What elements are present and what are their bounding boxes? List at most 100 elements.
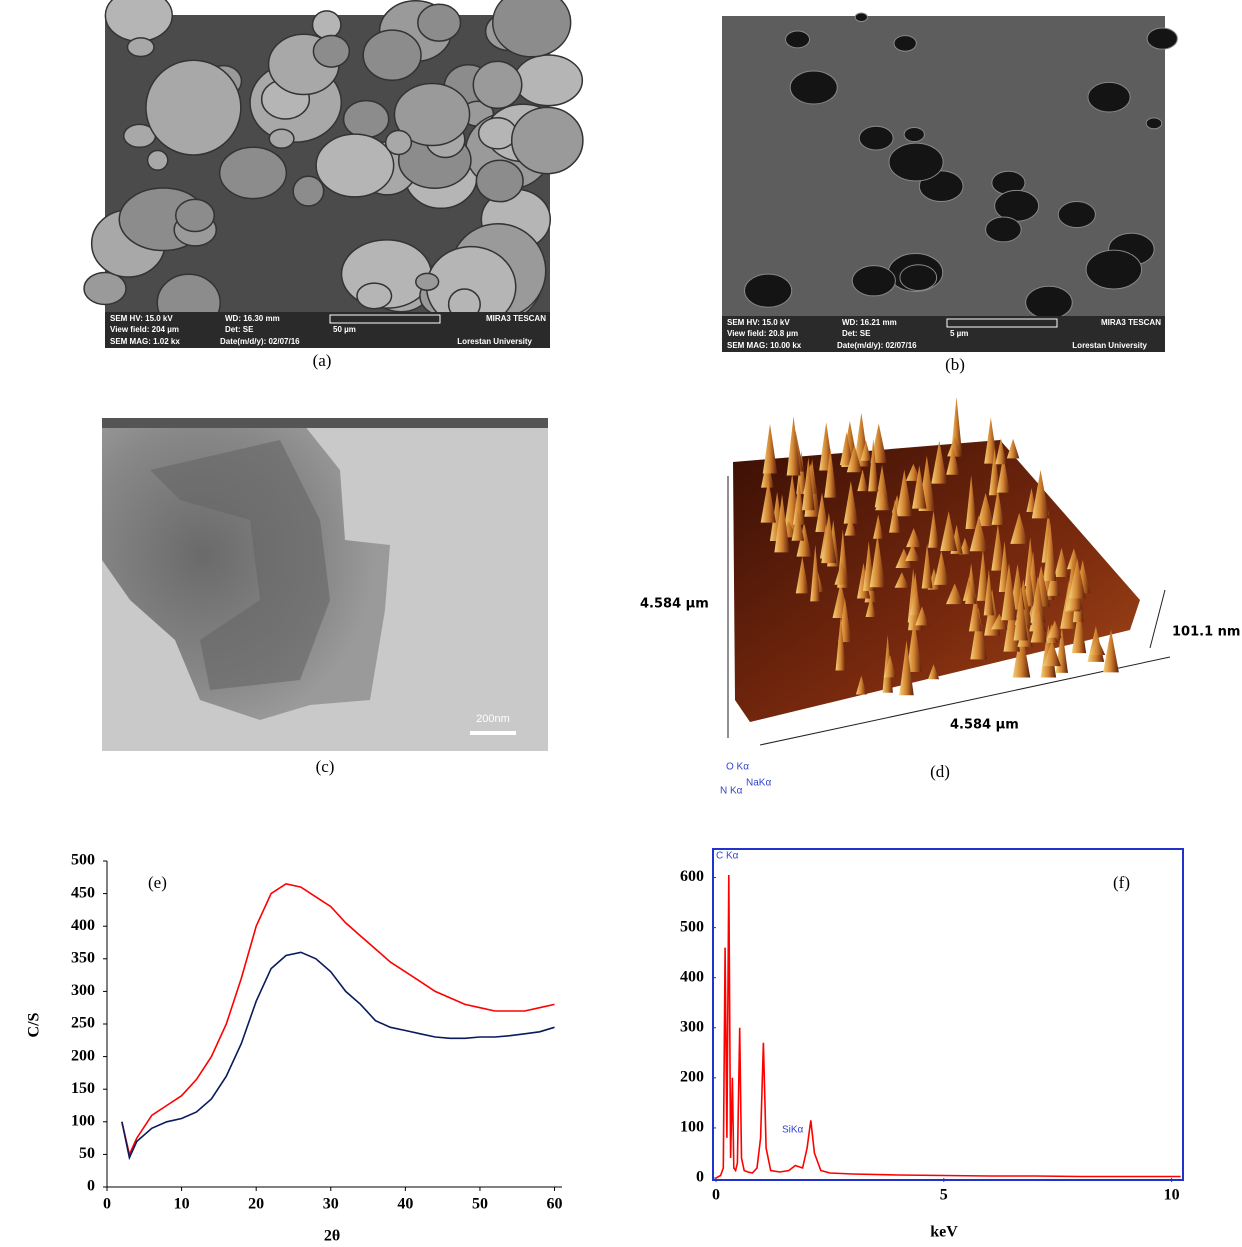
pore bbox=[1145, 117, 1163, 130]
y-tick-label: 200 bbox=[680, 1069, 704, 1086]
afm-peak bbox=[915, 606, 929, 626]
afm-peak bbox=[991, 489, 1004, 525]
afm-z-size: 101.1 nm bbox=[1172, 625, 1240, 640]
afm-peak bbox=[868, 438, 879, 492]
caption: (b) bbox=[945, 355, 965, 374]
y-tick-label: 0 bbox=[87, 1178, 95, 1195]
particle bbox=[174, 198, 215, 233]
annotation: (e) bbox=[148, 873, 167, 892]
y-tick-label: 100 bbox=[680, 1119, 704, 1136]
particle bbox=[477, 117, 518, 150]
pore bbox=[785, 30, 811, 49]
afm-peak bbox=[1089, 637, 1106, 656]
pore bbox=[888, 142, 944, 182]
particle bbox=[146, 149, 169, 171]
afm-peak bbox=[865, 596, 877, 618]
sem-info: Lorestan University bbox=[457, 337, 532, 346]
afm-peak bbox=[843, 481, 859, 524]
afm-peak bbox=[874, 465, 890, 508]
sem-info: View field: 204 µm bbox=[110, 325, 179, 334]
y-tick-label: 500 bbox=[71, 852, 95, 869]
peak-label: SiKα bbox=[782, 1125, 804, 1136]
y-tick-label: 350 bbox=[71, 949, 95, 966]
peak-label: O Kα bbox=[726, 762, 749, 773]
afm-peak bbox=[921, 543, 933, 589]
sem-info: SEM HV: 15.0 kV bbox=[110, 314, 173, 323]
x-axis-label: 2θ bbox=[324, 1228, 340, 1245]
afm-peak bbox=[1030, 576, 1046, 623]
pore bbox=[744, 273, 793, 308]
pore bbox=[1087, 81, 1131, 113]
afm-peak bbox=[968, 593, 982, 632]
sem-info: 5 µm bbox=[950, 329, 968, 338]
sem-info: MIRA3 TESCAN bbox=[1101, 318, 1161, 327]
particle bbox=[356, 282, 393, 310]
pore bbox=[1085, 249, 1143, 290]
afm-peak bbox=[912, 465, 927, 509]
afm-peak bbox=[834, 561, 849, 585]
afm-peak bbox=[875, 492, 891, 511]
afm-peak bbox=[959, 537, 971, 555]
afm-peak bbox=[995, 438, 1007, 465]
y-tick-label: 150 bbox=[71, 1080, 95, 1097]
afm-x-size: 4.584 µm bbox=[950, 718, 1019, 733]
afm-peak bbox=[802, 457, 815, 511]
particle bbox=[292, 175, 325, 207]
x-axis-label: keV bbox=[930, 1224, 958, 1241]
afm-peak bbox=[969, 515, 988, 552]
sem-info: SEM MAG: 10.00 kx bbox=[727, 341, 802, 350]
afm-peak bbox=[846, 444, 863, 473]
afm-peak bbox=[824, 448, 837, 498]
particle bbox=[384, 129, 413, 156]
afm-peak bbox=[1012, 627, 1031, 678]
afm-peak bbox=[965, 582, 976, 604]
scale-ruler bbox=[946, 318, 1058, 328]
caption: (a) bbox=[313, 351, 332, 370]
y-tick-label: 300 bbox=[680, 1018, 704, 1035]
pore bbox=[985, 216, 1022, 243]
afm-peak bbox=[883, 655, 897, 678]
afm-peak bbox=[821, 512, 837, 564]
afm-peak bbox=[965, 475, 977, 529]
pore bbox=[903, 126, 925, 143]
afm-peak bbox=[869, 534, 886, 588]
particle bbox=[415, 272, 440, 291]
caption: (d) bbox=[930, 762, 950, 781]
plot-frame bbox=[712, 848, 1184, 1181]
particle bbox=[312, 34, 351, 68]
scale-ruler bbox=[329, 314, 441, 324]
afm-peak bbox=[910, 589, 923, 616]
afm-peak bbox=[991, 613, 1008, 630]
x-tick-label: 10 bbox=[1164, 1187, 1180, 1204]
afm-peak bbox=[906, 527, 922, 548]
info-bar bbox=[722, 316, 1165, 352]
pore bbox=[899, 264, 938, 291]
particle bbox=[311, 10, 342, 40]
sem-info: Det: SE bbox=[225, 325, 254, 334]
afm-peak bbox=[1030, 609, 1047, 643]
caption: (c) bbox=[316, 757, 335, 776]
afm-peak bbox=[1013, 587, 1028, 641]
afm-peak bbox=[1043, 640, 1061, 667]
afm-peak bbox=[796, 522, 812, 557]
afm-peak bbox=[928, 664, 940, 680]
afm-peak bbox=[947, 436, 963, 457]
afm-peak bbox=[933, 550, 949, 585]
afm-peak bbox=[940, 511, 958, 551]
y-tick-label: 600 bbox=[680, 868, 704, 885]
afm-peak bbox=[988, 447, 1001, 496]
afm-peak bbox=[1048, 620, 1062, 638]
afm-peak bbox=[786, 416, 801, 476]
sem-info: Date(m/d/y): 02/07/16 bbox=[220, 337, 300, 346]
afm-peak bbox=[896, 469, 913, 517]
particle bbox=[510, 106, 584, 175]
afm-peak bbox=[1068, 558, 1086, 599]
y-tick-label: 300 bbox=[71, 982, 95, 999]
sem-info: Lorestan University bbox=[1072, 341, 1147, 350]
afm-peak bbox=[976, 549, 989, 601]
pore bbox=[1146, 27, 1178, 50]
afm-peak bbox=[860, 440, 872, 461]
particle bbox=[83, 271, 127, 306]
afm-peak bbox=[1010, 512, 1029, 544]
